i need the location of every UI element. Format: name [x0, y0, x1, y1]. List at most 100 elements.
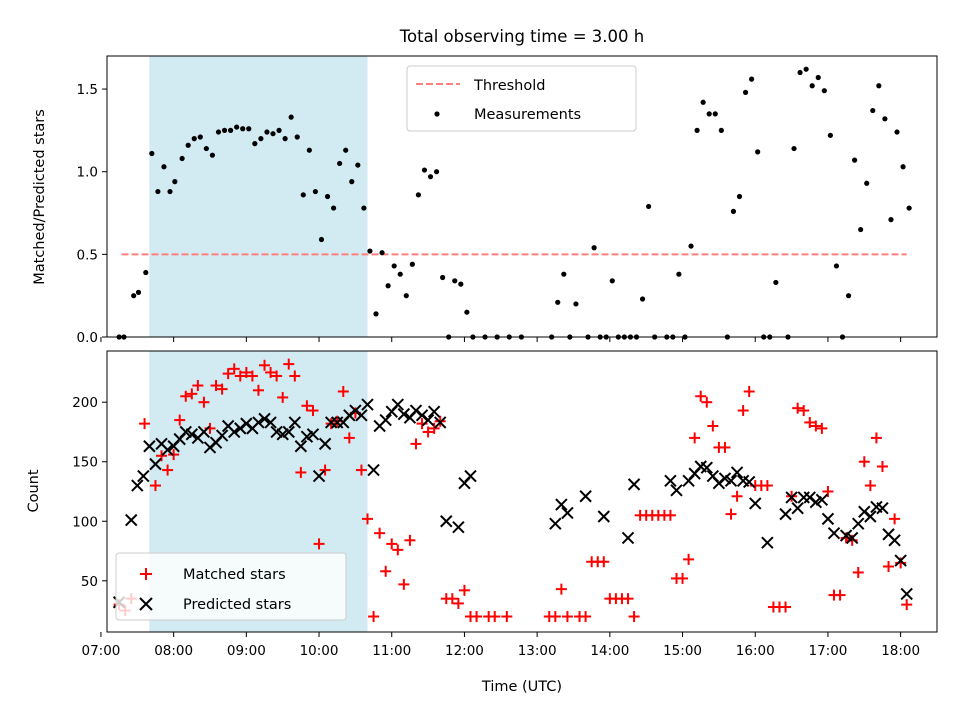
measurement-point [191, 136, 197, 142]
matched-star-point [240, 366, 252, 378]
predicted-star-point [670, 484, 683, 497]
predicted-star-point [228, 425, 241, 439]
measurement-point [809, 83, 815, 89]
chart-title: Total observing time = 3.00 h [399, 27, 644, 46]
y-tick-label: 0.5 [77, 247, 98, 263]
matched-star-point [355, 464, 367, 476]
measurement-point [706, 111, 712, 117]
y-tick-label: 0.0 [77, 330, 98, 346]
matched-star-point [446, 593, 458, 605]
measurement-point [573, 301, 579, 307]
predicted-star-point [318, 437, 332, 451]
predicted-star-point [864, 510, 877, 523]
measurement-point [742, 89, 749, 95]
predicted-star-point [555, 498, 568, 511]
matched-star-point [725, 508, 737, 520]
measurement-point [639, 296, 646, 302]
top-x-ticks [100, 337, 902, 342]
measurement-point [906, 205, 912, 211]
matched-star-point [780, 601, 792, 613]
predicted-star-point [724, 474, 738, 487]
matched-star-point [392, 544, 404, 556]
top-y-ticks: 0.0 0.5 1.0 1.5 [77, 82, 107, 346]
predicted-star-point [888, 534, 901, 547]
measurement-point [155, 188, 161, 195]
matched-star-point [743, 385, 755, 397]
legend-matched-swatch [140, 568, 152, 580]
matched-star-point [804, 416, 816, 428]
measurement-point [755, 149, 761, 155]
top-y-axis-label: Matched/Predicted stars [32, 109, 48, 285]
top-legend: Threshold Measurements [406, 65, 637, 132]
predicted-star-point [252, 416, 265, 429]
predicted-star-point [367, 463, 380, 477]
predicted-star-point [621, 531, 635, 545]
measurement-point [876, 83, 882, 89]
measurement-point [403, 293, 409, 299]
predicted-star-point [464, 469, 477, 483]
measurement-point [427, 174, 434, 180]
measurement-point [367, 248, 373, 254]
measurement-point [815, 74, 821, 81]
matched-star-point [852, 566, 864, 578]
measurement-point [712, 111, 718, 117]
measurement-point [609, 278, 615, 284]
top-axes-frame [106, 55, 938, 338]
measurement-point [421, 167, 428, 173]
matched-star-point [580, 611, 592, 623]
matched-star-point [501, 611, 513, 623]
measurement-point [591, 245, 597, 251]
matched-star-point [174, 414, 186, 426]
matched-star-point [186, 388, 198, 400]
measurement-point [349, 179, 355, 185]
measurement-point [440, 274, 446, 281]
measurement-point [452, 278, 458, 284]
legend-matched-label: Matched stars [183, 567, 286, 583]
matched-star-point [380, 565, 392, 577]
predicted-star-point [452, 521, 465, 534]
matched-star-point [792, 402, 804, 414]
predicted-star-point [852, 517, 865, 530]
measurement-point [700, 99, 706, 105]
matched-star-point [719, 441, 731, 453]
matched-star-point [707, 420, 719, 432]
x-tick-label: 12:00 [445, 643, 484, 659]
predicted-star-point [894, 554, 907, 567]
predicted-star-point [264, 416, 277, 429]
measurement-point [391, 263, 397, 269]
predicted-star-point [815, 493, 829, 507]
predicted-star-point [185, 428, 199, 441]
predicted-star-point [434, 416, 447, 429]
measurement-point [858, 226, 864, 233]
measurement-point [258, 136, 264, 142]
measurement-point [464, 309, 470, 315]
measurement-point [167, 188, 173, 195]
measurement-point [397, 271, 403, 277]
matched-star-point [307, 405, 319, 417]
matched-star-point [368, 611, 380, 623]
predicted-star-point [421, 413, 435, 427]
top-observing-window-shade [149, 56, 368, 337]
measurement-point [458, 281, 464, 287]
x-tick-label: 08:00 [154, 643, 193, 659]
measurement-point [221, 127, 228, 133]
matched-star-point [313, 538, 325, 550]
measurement-point [882, 116, 888, 122]
measurement-point [240, 126, 246, 132]
top-legend-box [406, 65, 637, 132]
matched-star-point [246, 370, 258, 382]
predicted-star-point [137, 469, 150, 483]
matched-star-point [883, 561, 895, 573]
predicted-star-point [131, 479, 144, 492]
legend-measurements-swatch [434, 111, 440, 117]
matched-star-point [283, 358, 295, 370]
measurement-point [749, 76, 755, 82]
matched-star-point [683, 553, 695, 565]
matched-star-point [259, 359, 271, 371]
bottom-legend-box [115, 552, 347, 621]
predicted-star-point [427, 405, 441, 418]
matched-star-point [222, 368, 234, 380]
measurement-point [718, 127, 724, 133]
measurement-point [355, 162, 361, 168]
legend-measurements-label: Measurements [474, 107, 581, 123]
